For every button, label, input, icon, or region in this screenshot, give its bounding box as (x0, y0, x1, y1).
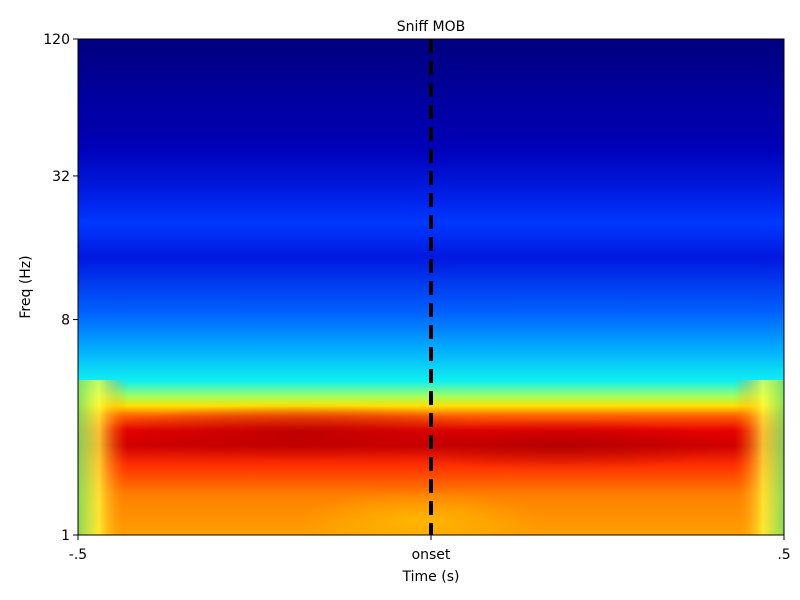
x-tick-label: .5 (777, 547, 790, 563)
y-tick-label: 32 (52, 169, 70, 185)
x-axis: -.5 onset .5 (69, 535, 791, 563)
y-tick-label: 1 (61, 528, 70, 544)
y-tick-label: 120 (43, 32, 70, 48)
y-tick-label: 8 (61, 313, 70, 329)
x-tick-label: -.5 (69, 547, 87, 563)
x-tick-label: onset (412, 547, 451, 563)
y-axis-label: Freq (Hz) (18, 255, 34, 318)
x-axis-label: Time (s) (402, 569, 460, 585)
y-axis: 1 8 32 120 (43, 32, 78, 544)
chart-title: Sniff MOB (397, 19, 465, 35)
